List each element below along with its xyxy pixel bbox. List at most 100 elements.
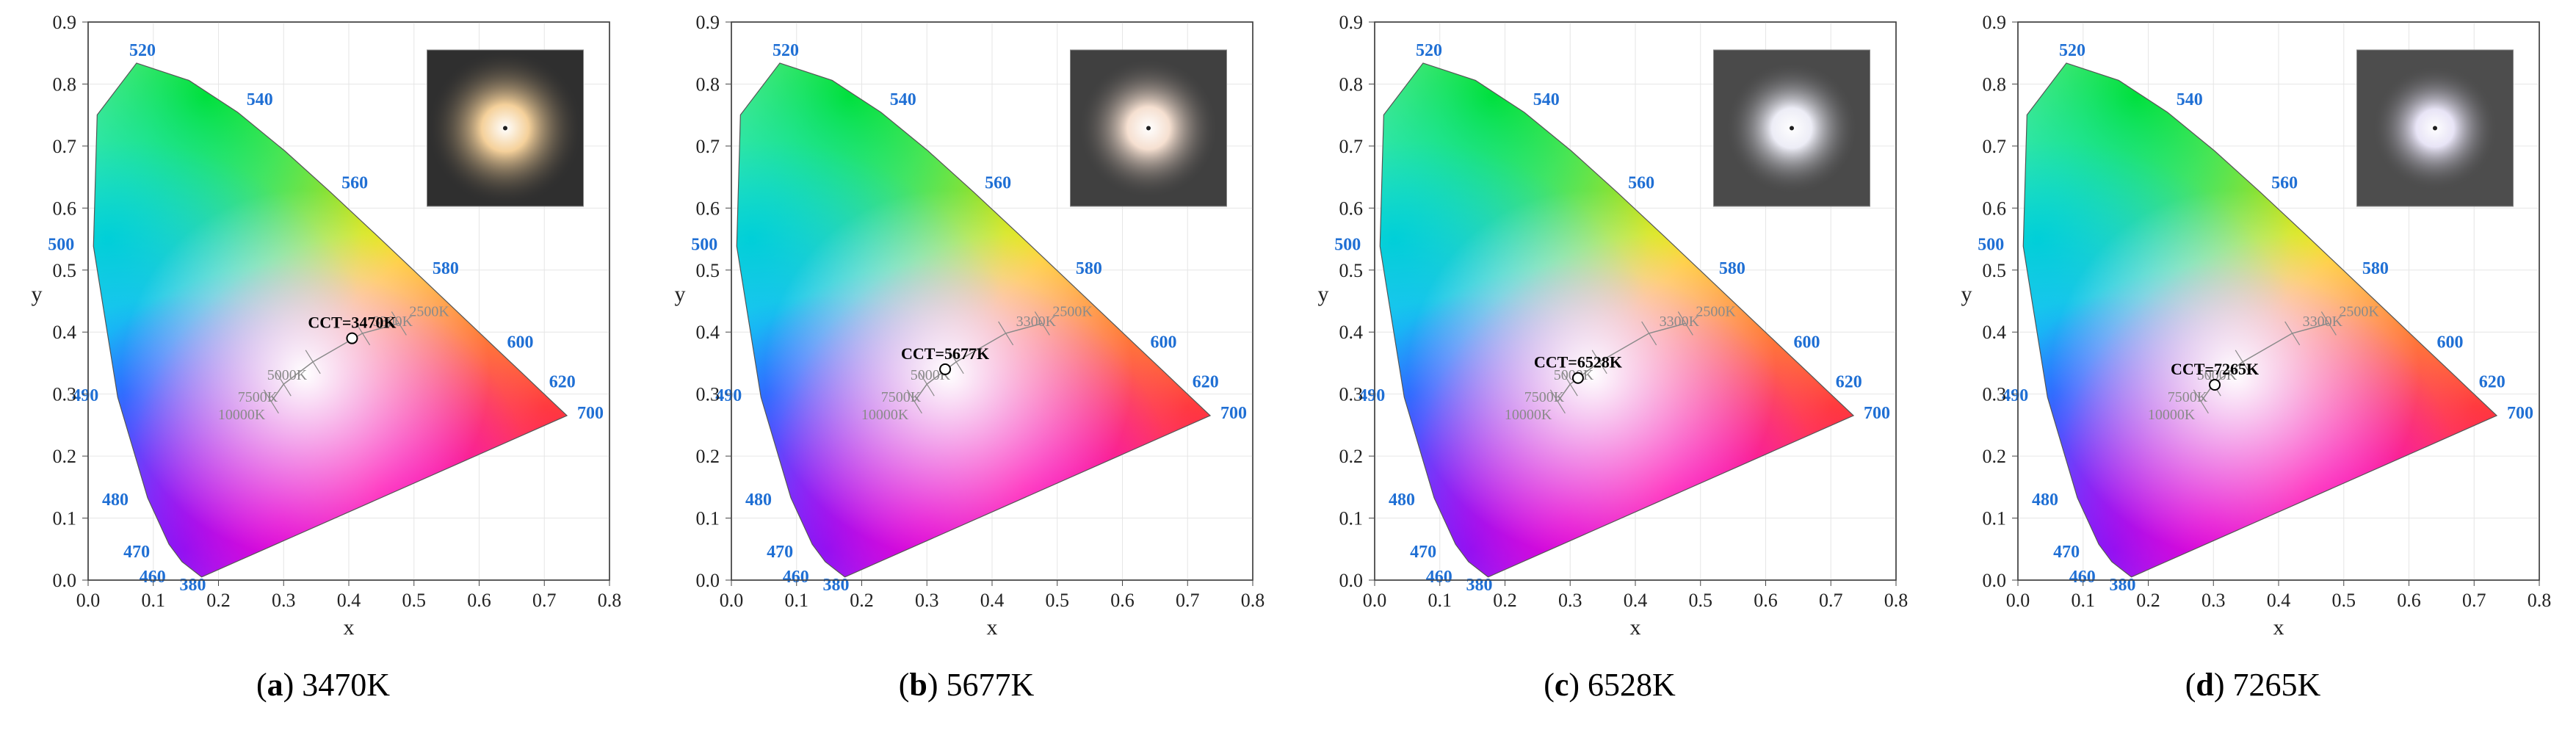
cie-chart: 2500K3300K5000K7500K10000K38046047048049… — [658, 0, 1275, 657]
y-tick-label: 0.3 — [1983, 384, 2007, 405]
inset-photo — [427, 50, 584, 206]
y-tick-label: 0.9 — [1983, 12, 2007, 33]
x-tick-label: 0.4 — [980, 590, 1005, 611]
wavelength-label: 620 — [549, 373, 576, 392]
x-axis-label: x — [344, 615, 355, 640]
cct-point — [2210, 380, 2220, 390]
wavelength-label: 380 — [180, 576, 206, 595]
wavelength-label: 500 — [1334, 235, 1361, 254]
y-tick-label: 0.0 — [696, 570, 720, 591]
wavelength-label: 470 — [1410, 543, 1436, 562]
panel-a: 2500K3300K5000K7500K10000K38046047048049… — [15, 0, 632, 703]
panel-letter: a — [267, 667, 283, 703]
x-tick-label: 0.5 — [2332, 590, 2356, 611]
x-tick-label: 0.5 — [1689, 590, 1713, 611]
y-axis-label: y — [675, 282, 686, 306]
panel-letter: c — [1555, 667, 1569, 703]
wavelength-label: 380 — [823, 576, 850, 595]
y-tick-label: 0.4 — [696, 322, 720, 343]
y-tick-label: 0.6 — [53, 198, 77, 219]
x-tick-label: 0.6 — [1110, 590, 1135, 611]
x-tick-label: 0.1 — [785, 590, 809, 611]
y-tick-label: 0.1 — [696, 508, 720, 529]
wavelength-label: 520 — [773, 41, 799, 60]
wavelength-label: 520 — [1416, 41, 1442, 60]
wavelength-label: 500 — [1978, 235, 2004, 254]
x-tick-label: 0.2 — [1493, 590, 1517, 611]
wavelength-label: 600 — [1150, 333, 1176, 352]
inset-photo — [1071, 50, 1227, 206]
y-axis-label: y — [32, 282, 43, 306]
y-tick-label: 0.9 — [1339, 12, 1364, 33]
planckian-label: 2500K — [409, 303, 449, 319]
x-axis-label: x — [987, 615, 998, 640]
x-tick-label: 0.7 — [2462, 590, 2486, 611]
planckian-label: 3300K — [1660, 314, 1700, 330]
wavelength-label: 480 — [2032, 491, 2058, 510]
cct-label: CCT=5677K — [901, 344, 989, 363]
y-tick-label: 0.1 — [1983, 508, 2007, 529]
x-tick-label: 0.0 — [2006, 590, 2030, 611]
wavelength-label: 470 — [767, 543, 793, 562]
x-tick-label: 0.6 — [2397, 590, 2421, 611]
wavelength-label: 600 — [2436, 333, 2463, 352]
y-tick-label: 0.6 — [696, 198, 720, 219]
planckian-label: 3300K — [2303, 314, 2343, 330]
y-tick-label: 0.5 — [53, 260, 77, 281]
y-tick-label: 0.4 — [53, 322, 77, 343]
x-tick-label: 0.7 — [1176, 590, 1200, 611]
wavelength-label: 380 — [2110, 576, 2136, 595]
y-tick-label: 0.0 — [1339, 570, 1364, 591]
wavelength-label: 560 — [1628, 174, 1654, 193]
y-tick-label: 0.0 — [53, 570, 77, 591]
x-tick-label: 0.5 — [1046, 590, 1070, 611]
wavelength-label: 560 — [341, 174, 368, 193]
x-tick-label: 0.5 — [402, 590, 427, 611]
y-tick-label: 0.8 — [696, 73, 720, 95]
panel-cct-value: 6528K — [1588, 667, 1676, 703]
wavelength-label: 480 — [745, 491, 772, 510]
cct-label: CCT=3470K — [308, 314, 396, 332]
panel-letter: d — [2196, 667, 2213, 703]
planckian-label: 3300K — [1016, 314, 1057, 330]
x-tick-label: 0.8 — [1884, 590, 1909, 611]
y-tick-label: 0.4 — [1983, 322, 2007, 343]
y-tick-label: 0.4 — [1339, 322, 1364, 343]
wavelength-label: 520 — [129, 41, 156, 60]
cie-chart: 2500K3300K5000K7500K10000K38046047048049… — [1301, 0, 1918, 657]
y-tick-label: 0.0 — [1983, 570, 2007, 591]
y-tick-label: 0.2 — [1339, 446, 1364, 467]
y-axis-label: y — [1318, 282, 1329, 306]
panel-d: 2500K3300K5000K7500K10000K38046047048049… — [1944, 0, 2561, 703]
wavelength-label: 580 — [1719, 259, 1745, 278]
wavelength-label: 560 — [985, 174, 1011, 193]
wavelength-label: 700 — [2507, 404, 2533, 423]
cie-chart: 2500K3300K5000K7500K10000K38046047048049… — [15, 0, 632, 657]
y-tick-label: 0.7 — [696, 136, 720, 157]
x-tick-label: 0.8 — [2528, 590, 2552, 611]
y-axis-label: y — [1961, 282, 1972, 306]
y-tick-label: 0.2 — [696, 446, 720, 467]
wavelength-label: 460 — [2069, 568, 2096, 587]
wavelength-label: 700 — [1864, 404, 1890, 423]
wavelength-label: 560 — [2271, 174, 2298, 193]
y-tick-label: 0.5 — [696, 260, 720, 281]
wavelength-label: 600 — [1793, 333, 1820, 352]
x-tick-label: 0.3 — [915, 590, 939, 611]
x-tick-label: 0.1 — [1428, 590, 1452, 611]
wavelength-label: 700 — [577, 404, 604, 423]
y-tick-label: 0.3 — [1339, 384, 1364, 405]
x-tick-label: 0.3 — [1558, 590, 1582, 611]
x-tick-label: 0.0 — [1363, 590, 1387, 611]
wavelength-label: 620 — [2479, 373, 2506, 392]
wavelength-label: 500 — [48, 235, 74, 254]
x-tick-label: 0.8 — [598, 590, 622, 611]
wavelength-label: 480 — [1389, 491, 1415, 510]
y-tick-label: 0.8 — [53, 73, 77, 95]
figure-row: 2500K3300K5000K7500K10000K38046047048049… — [0, 0, 2576, 749]
y-tick-label: 0.7 — [1339, 136, 1364, 157]
wavelength-label: 580 — [1076, 259, 1102, 278]
wavelength-label: 520 — [2059, 41, 2085, 60]
y-tick-label: 0.9 — [696, 12, 720, 33]
cct-label: CCT=7265K — [2171, 360, 2259, 378]
